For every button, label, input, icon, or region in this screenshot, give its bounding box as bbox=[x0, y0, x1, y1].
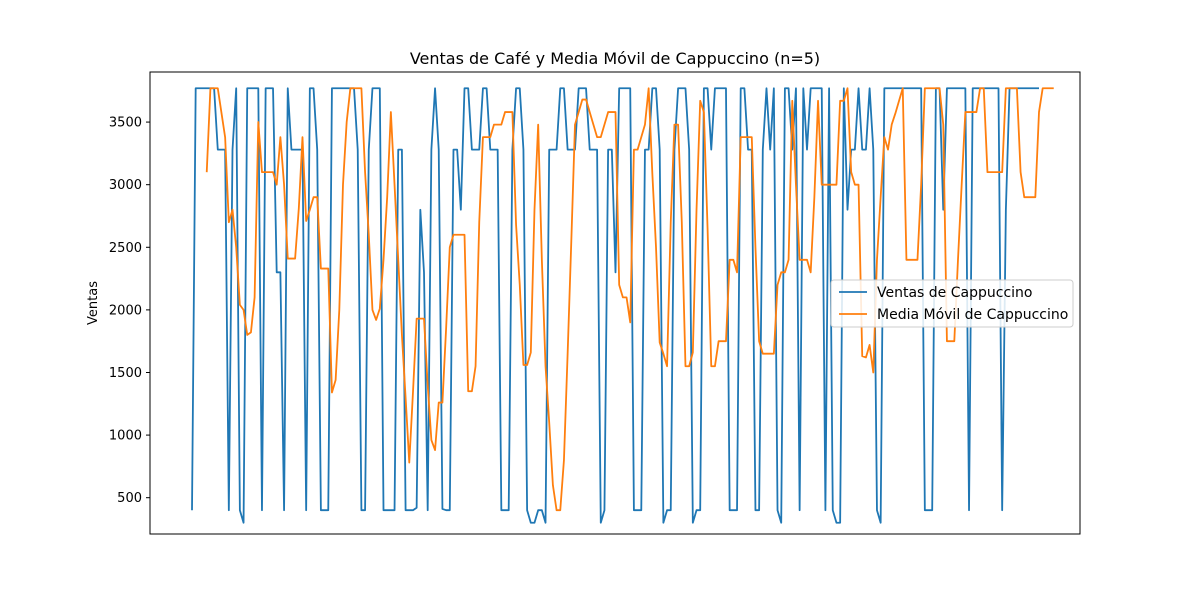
axes-frame bbox=[149, 71, 1081, 535]
legend-box bbox=[830, 279, 1074, 328]
chart-title: Ventas de Café y Media Móvil de Cappucci… bbox=[410, 49, 820, 68]
series-line-media-movil-cappuccino bbox=[205, 87, 1054, 512]
series-line-ventas-cappuccino bbox=[191, 87, 1039, 524]
y-tick-label: 1500 bbox=[109, 366, 142, 381]
y-tick-label: 500 bbox=[117, 491, 142, 506]
legend: Ventas de Cappuccino Media Móvil de Cappu… bbox=[830, 279, 1074, 328]
y-tick-label: 2500 bbox=[109, 241, 142, 256]
y-tick-label: 1000 bbox=[109, 429, 142, 444]
y-tick-label: 3000 bbox=[109, 178, 142, 193]
plot-area bbox=[191, 87, 1054, 524]
y-tick-label: 2000 bbox=[109, 303, 142, 318]
y-tick-label: 3500 bbox=[109, 116, 142, 131]
y-axis: 500 1000 1500 2000 2500 3000 3500 bbox=[109, 116, 150, 506]
y-axis-label: Ventas bbox=[86, 281, 101, 325]
legend-label: Ventas de Cappuccino bbox=[877, 285, 1032, 301]
legend-label: Media Móvil de Cappuccino bbox=[877, 307, 1068, 323]
